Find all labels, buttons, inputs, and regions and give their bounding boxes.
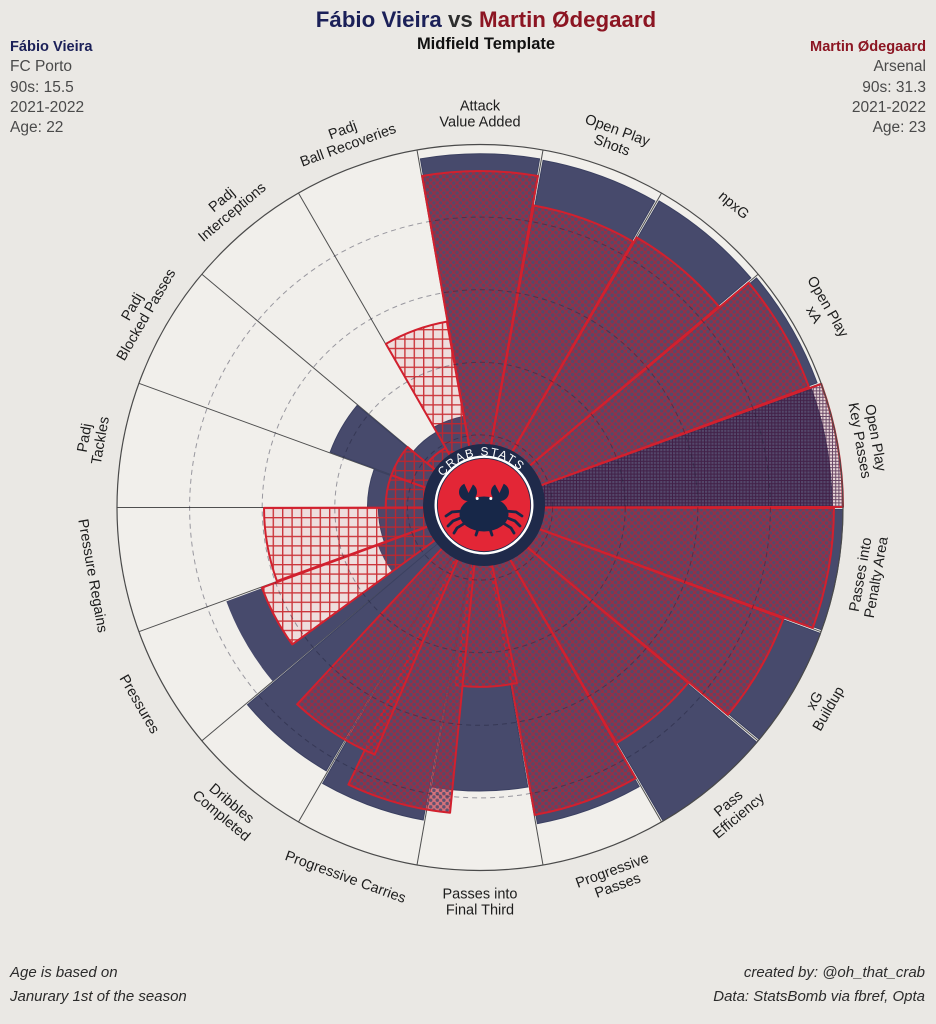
svg-text:AttackValue Added: Attack Value Added	[439, 99, 520, 131]
svg-text:Passes intoFinal Third: Passes into Final Third	[443, 887, 518, 919]
